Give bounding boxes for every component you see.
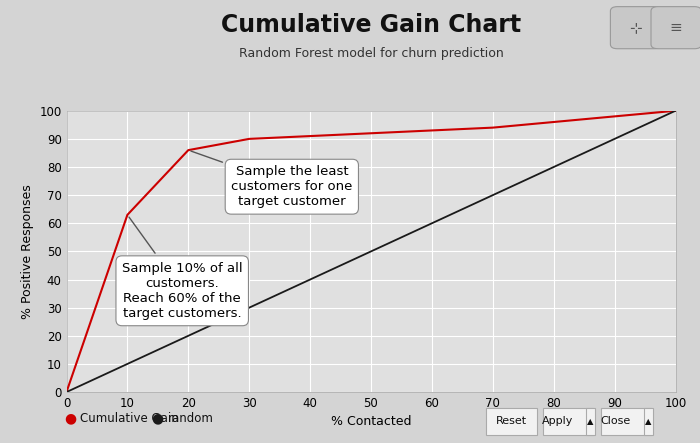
Text: Sample the least
customers for one
target customer: Sample the least customers for one targe… xyxy=(191,151,353,208)
Text: ▲: ▲ xyxy=(645,417,652,426)
Text: Cumulative Gain: Cumulative Gain xyxy=(80,412,179,425)
Text: Sample 10% of all
customers.
Reach 60% of the
target customers.: Sample 10% of all customers. Reach 60% o… xyxy=(122,217,242,320)
X-axis label: % Contacted: % Contacted xyxy=(330,416,412,428)
Text: Reset: Reset xyxy=(496,416,527,426)
Text: Close: Close xyxy=(600,416,631,426)
Text: Apply: Apply xyxy=(542,416,573,426)
Text: ▲: ▲ xyxy=(587,417,594,426)
Text: ●: ● xyxy=(64,412,76,426)
Text: ≡: ≡ xyxy=(670,20,682,35)
Text: ⊹: ⊹ xyxy=(629,20,642,35)
Text: Cumulative Gain Chart: Cumulative Gain Chart xyxy=(221,13,521,37)
Text: ●: ● xyxy=(151,412,164,426)
Text: Random Forest model for churn prediction: Random Forest model for churn prediction xyxy=(239,47,503,59)
Y-axis label: % Positive Responses: % Positive Responses xyxy=(21,184,34,319)
Text: random: random xyxy=(168,412,214,425)
